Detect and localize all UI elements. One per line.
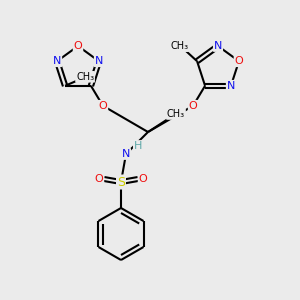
Text: N: N xyxy=(227,81,235,91)
Text: CH₃: CH₃ xyxy=(76,72,94,82)
Text: O: O xyxy=(99,101,107,111)
Text: N: N xyxy=(53,56,61,66)
Text: CH₃: CH₃ xyxy=(167,109,185,119)
Text: O: O xyxy=(235,56,243,66)
Text: H: H xyxy=(134,141,142,151)
Text: O: O xyxy=(189,101,197,111)
Text: CH₃: CH₃ xyxy=(170,41,188,51)
Text: N: N xyxy=(122,149,130,159)
Text: N: N xyxy=(214,41,222,51)
Text: O: O xyxy=(94,174,103,184)
Text: N: N xyxy=(95,56,103,66)
Text: O: O xyxy=(74,41,82,51)
Text: O: O xyxy=(139,174,147,184)
Text: S: S xyxy=(117,176,125,188)
